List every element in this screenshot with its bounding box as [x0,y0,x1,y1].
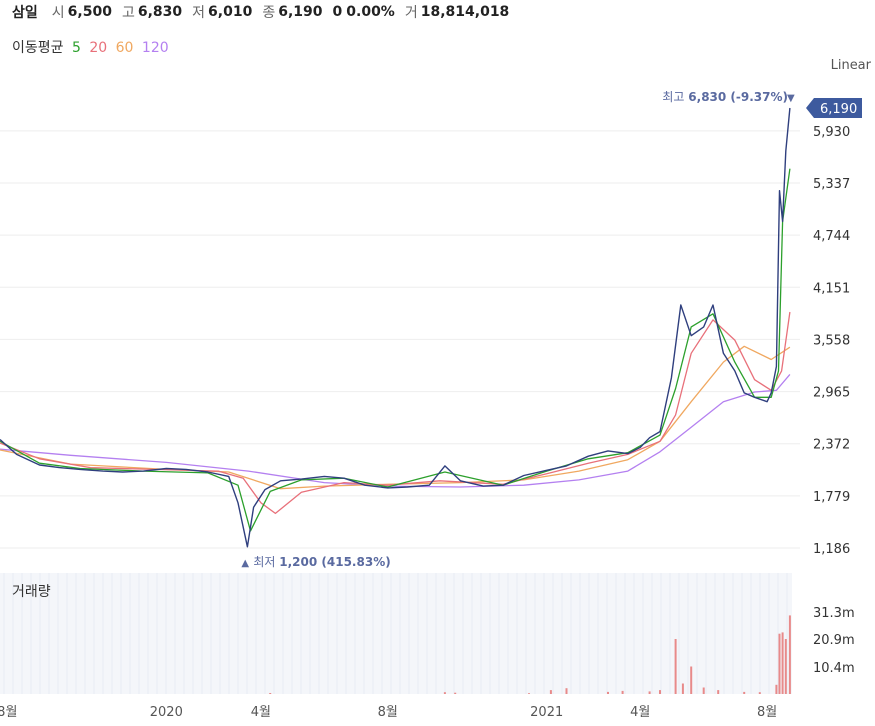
volume-bar [778,633,781,694]
x-tick-label: 8월 [757,705,777,720]
ma-20-line [0,311,791,515]
volume-bar [674,639,677,694]
volume-bar [607,691,609,694]
x-tick-label: 8월 [0,705,17,720]
ma-5-line [0,168,791,532]
x-tick-label: 8월 [378,705,398,720]
y-tick-label: 5,930 [813,125,850,140]
volume-bar [788,615,791,694]
volume-bar [702,687,705,694]
volume-bars [269,615,791,694]
change-percent: 0.00% [346,4,395,20]
low-annotation: 최저 1,200 (415.83%) [253,555,390,569]
low-marker: ▲ [241,558,249,569]
volume-bar [549,690,552,694]
low-label: 저 [192,5,206,21]
series-layer [0,107,791,548]
volume-bar [690,666,693,694]
ma-legend-5[interactable]: 5 [71,40,81,56]
high-label: 고 [121,5,135,21]
price-axis: 5,930 5,337 4,744 4,151 3,558 2,965 2,372 1,779… [813,125,850,557]
high-marker: ▼ [787,93,795,104]
y-tick-label: 2,372 [813,438,850,453]
y-tick-label: 3,558 [813,333,850,348]
y-tick-label: 1,779 [813,490,850,505]
volume-tick-label: 10.4m [813,661,855,676]
y-tick-label: 4,151 [813,281,850,296]
price-header: 삼일 시 6,500 고 6,830 저 6,010 종 6,190 0 0.0… [12,2,519,22]
annotations: 6,190 최고 6,830 (-9.37%) ▼ ▲ 최저 1,200 (415.83… [241,90,862,569]
volume-axis: 31.3m 20.9m 10.4m [813,606,855,676]
volume-panel-label: 거래량 [12,584,51,600]
volume-bar [781,632,784,694]
x-tick-label: 2020 [150,705,183,720]
time-axis: 8월 2020 4월 8월 2021 4월 8월 [0,705,777,720]
y-tick-label: 5,337 [813,177,850,192]
last-price-label: 6,190 [820,102,857,117]
volume-panel-background [0,573,792,694]
volume-bar [743,691,746,694]
y-tick-label: 2,965 [813,386,850,401]
stock-name: 삼일 [12,5,38,21]
change-value: 0 [332,4,343,20]
high-annotation: 최고 6,830 (-9.37%) [662,90,788,104]
price-line [0,107,791,548]
low-value: 6,010 [208,4,253,20]
close-label: 종 [262,5,276,21]
volume-label: 거 [404,5,418,21]
volume-bar [717,690,720,694]
volume-bar [648,691,651,694]
volume-bar [269,693,272,694]
y-tick-label: 4,744 [813,229,850,244]
price-gridlines [0,130,800,549]
volume-bar [775,684,778,694]
volume-value: 18,814,018 [420,4,510,20]
volume-bar [454,692,457,694]
volume-bar [659,690,661,694]
volume-panel-area [0,573,792,694]
x-tick-label: 2021 [530,705,563,720]
scale-mode-toggle[interactable]: Linear [830,58,871,73]
volume-bar [528,693,530,694]
x-tick-label: 4월 [251,705,271,720]
open-label: 시 [51,5,65,21]
high-value: 6,830 [137,4,183,20]
ma-legend-20[interactable]: 20 [89,40,108,56]
y-tick-label: 1,186 [813,542,850,557]
last-price-badge [806,98,862,118]
close-value: 6,190 [278,4,323,20]
volume-bar [621,690,624,694]
x-tick-label: 4월 [630,705,650,720]
ma-60-line [0,345,791,490]
moving-average-legend: 이동평균 5 20 60 120 [12,37,173,57]
open-value: 6,500 [67,4,112,20]
ma-legend-60[interactable]: 60 [115,40,134,56]
volume-bar [784,639,787,694]
volume-tick-label: 20.9m [813,633,855,648]
volume-bar [565,688,568,694]
volume-bar [443,692,446,694]
volume-bar [758,692,761,694]
volume-tick-label: 31.3m [813,606,855,621]
ma-legend-120[interactable]: 120 [141,40,169,56]
ma-legend-title: 이동평균 [12,40,64,56]
volume-bar [681,683,684,694]
ma-120-line [0,373,791,488]
